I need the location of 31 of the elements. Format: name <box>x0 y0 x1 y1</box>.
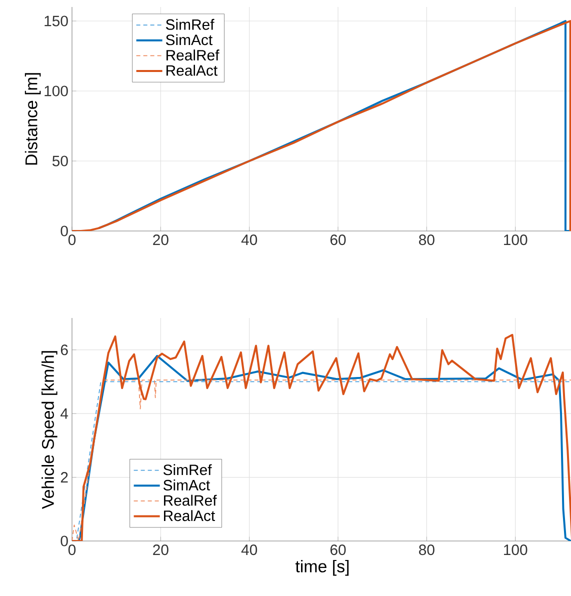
y-tick-label: 4 <box>60 408 68 419</box>
legend-label: SimRef <box>163 464 212 476</box>
y-tick-label: 0 <box>60 226 68 236</box>
x-tick-label: 60 <box>330 234 346 246</box>
y-tick-label: 2 <box>60 472 68 482</box>
x-tick-label: 20 <box>153 234 168 246</box>
x-tick-label: 40 <box>241 544 258 556</box>
legend-label: SimAct <box>163 479 210 490</box>
legend-label: RealAct <box>164 510 215 522</box>
y-tick-label: 50 <box>52 156 68 166</box>
x-tick-label: 80 <box>419 544 434 556</box>
legend-label: SimRef <box>166 18 214 30</box>
x-axis-title: time [s] <box>295 560 349 576</box>
x-tick-label: 100 <box>504 234 528 246</box>
y-axis-title: Vehicle Speed [km/h] <box>42 351 58 509</box>
y-axis-title: Distance [m] <box>24 73 41 165</box>
x-tick-label: 100 <box>504 544 528 556</box>
legend-label: RealAct <box>166 64 218 76</box>
x-tick-label: 0 <box>68 544 76 556</box>
x-tick-label: 0 <box>68 234 76 246</box>
legend-label: RealRef <box>166 50 220 60</box>
legend-label: RealRef <box>164 494 217 506</box>
y-tick-label: 6 <box>60 344 68 356</box>
legend-label: SimAct <box>166 34 213 46</box>
x-tick-label: 20 <box>153 544 168 556</box>
y-tick-label: 150 <box>44 16 68 26</box>
y-tick-label: 0 <box>60 536 68 546</box>
x-tick-label: 60 <box>330 544 346 556</box>
x-tick-label: 80 <box>419 234 434 246</box>
x-tick-label: 40 <box>241 234 258 246</box>
y-tick-label: 100 <box>44 86 68 96</box>
